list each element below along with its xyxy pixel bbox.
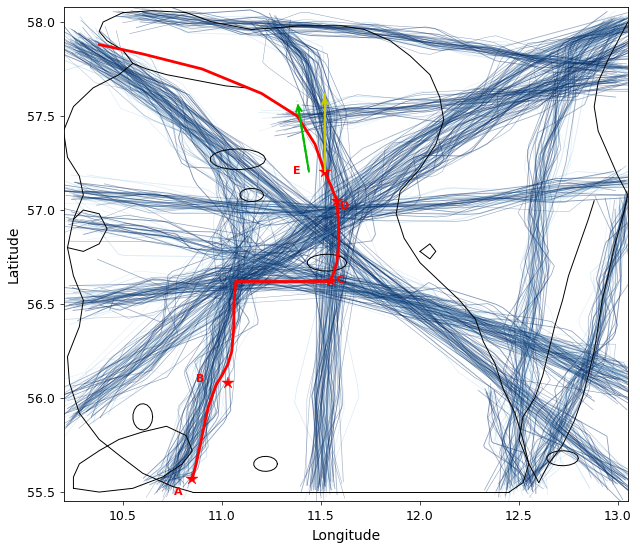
Text: D: D — [340, 201, 349, 211]
Text: B: B — [196, 374, 204, 384]
Text: C: C — [337, 274, 345, 284]
Text: A: A — [174, 487, 182, 497]
X-axis label: Longitude: Longitude — [311, 529, 380, 543]
Y-axis label: Latitude: Latitude — [7, 226, 21, 283]
Text: E: E — [293, 166, 301, 175]
